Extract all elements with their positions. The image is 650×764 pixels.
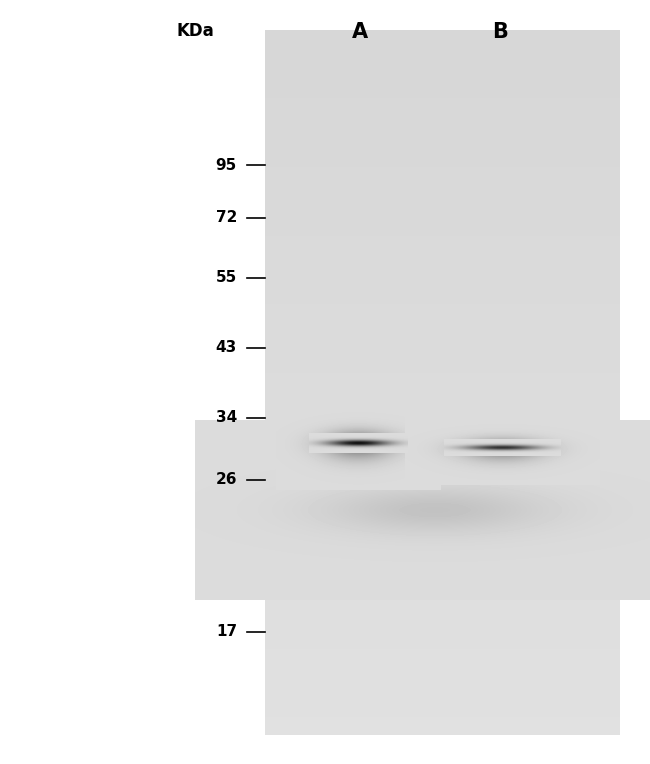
Text: KDa: KDa [176,22,214,40]
Text: 43: 43 [216,341,237,355]
Text: 34: 34 [216,410,237,426]
Text: A: A [352,22,368,42]
Text: 95: 95 [216,157,237,173]
Text: 17: 17 [216,624,237,639]
Text: 72: 72 [216,211,237,225]
Text: 26: 26 [216,472,237,487]
Text: 55: 55 [216,270,237,286]
Text: B: B [492,22,508,42]
